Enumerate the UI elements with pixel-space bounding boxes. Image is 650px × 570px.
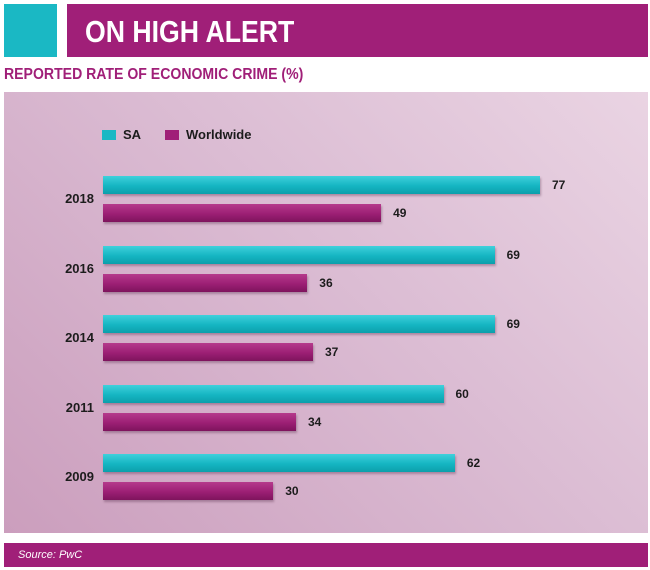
value-label-sa-2014: 69 [506,317,520,331]
title-accent-square [4,4,57,57]
source-banner: Source: PwC [4,543,648,567]
value-label-sa-2018: 77 [551,178,566,192]
value-label-worldwide-2011: 34 [307,414,322,429]
bar-worldwide-2016 [103,273,308,292]
value-label-worldwide-2018: 49 [393,206,407,220]
legend-label-worldwide: Worldwide [186,127,252,142]
category-label-2016: 2016 [65,260,94,276]
value-label-sa-2009: 62 [466,456,481,470]
bar-sa-2009 [103,454,455,472]
legend-swatch-sa [102,130,116,140]
bar-worldwide-2009 [103,482,274,500]
value-label-worldwide-2016: 36 [319,275,333,290]
page-title: ON HIGH ALERT [85,14,295,49]
category-label-2018: 2018 [65,191,94,206]
value-label-worldwide-2014: 37 [324,345,339,359]
bar-sa-2018 [103,176,540,194]
value-label-worldwide-2009: 30 [285,484,299,498]
source-label: Source: PwC [18,549,83,561]
legend-swatch-worldwide [165,130,179,140]
category-label-2011: 2011 [65,399,94,415]
value-label-sa-2011: 60 [455,386,469,401]
category-label-2014: 2014 [65,330,94,345]
bar-worldwide-2011 [103,412,296,431]
bar-worldwide-2014 [103,343,313,361]
bar-sa-2016 [103,245,495,264]
category-label-2009: 2009 [65,469,94,484]
legend-label-sa: SA [123,127,142,142]
value-label-sa-2016: 69 [506,247,520,262]
bar-sa-2014 [103,315,495,333]
title-banner: ON HIGH ALERT [67,4,648,57]
bar-worldwide-2018 [103,204,382,222]
chart-title: REPORTED RATE OF ECONOMIC CRIME (%) [4,66,304,83]
bar-sa-2011 [103,384,444,403]
